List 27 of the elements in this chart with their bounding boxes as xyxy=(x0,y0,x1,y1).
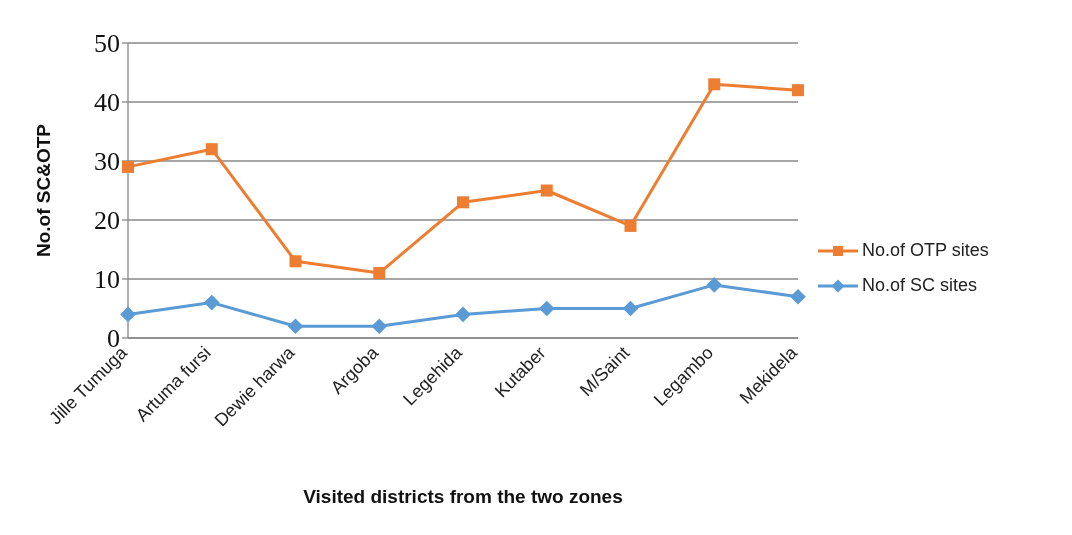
point xyxy=(540,184,553,197)
point xyxy=(122,160,134,173)
point xyxy=(624,219,637,232)
legend-label: No.of OTP sites xyxy=(862,240,989,261)
y-tick-label: 40 xyxy=(94,88,120,118)
legend-label: No.of SC sites xyxy=(862,275,978,296)
y-tick-label: 50 xyxy=(94,29,120,59)
point xyxy=(457,196,469,209)
point xyxy=(790,288,806,305)
point xyxy=(373,267,386,280)
y-tick-label: 10 xyxy=(94,265,120,295)
point xyxy=(371,318,388,334)
point xyxy=(455,306,471,323)
point xyxy=(205,143,218,156)
point xyxy=(792,84,804,97)
x-axis-title: Visited districts from the two zones xyxy=(303,486,623,507)
point xyxy=(287,318,304,334)
point xyxy=(120,306,136,323)
point xyxy=(203,294,220,311)
y-axis-title: No.of SC&OTP xyxy=(32,123,54,257)
y-tick-label: 20 xyxy=(94,206,120,236)
point xyxy=(706,277,723,293)
y-tick-label: 30 xyxy=(94,147,120,177)
point xyxy=(622,300,639,317)
point xyxy=(289,255,302,268)
point xyxy=(708,78,721,91)
point xyxy=(538,300,555,317)
